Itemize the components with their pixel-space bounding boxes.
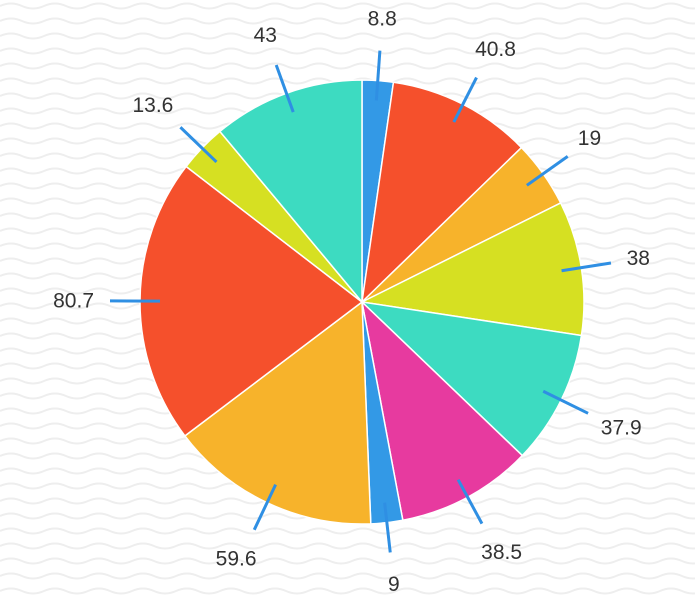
background-wave-line (0, 572, 695, 580)
data-label-2: 19 (578, 127, 601, 150)
data-label-9: 13.6 (132, 94, 173, 117)
data-label-5: 38.5 (481, 541, 522, 564)
data-labels: 8.8 40.8 19 38 37.9 38.5 9 59.6 80.7 13.6 43 (53, 8, 650, 596)
background-wave-line (0, 587, 695, 595)
leader-line-2 (526, 155, 569, 187)
data-label-7: 59.6 (216, 548, 257, 571)
pie-slices (139, 79, 585, 525)
background-wave-line (0, 32, 695, 40)
leader-line-6 (383, 502, 392, 553)
background-wave-line (0, 527, 695, 535)
leader-line-4 (542, 389, 589, 415)
leader-line-1 (452, 76, 478, 123)
background-wave-line (0, 62, 695, 70)
data-label-0: 8.8 (368, 8, 397, 31)
background-wave-line (0, 557, 695, 565)
data-label-6: 9 (388, 573, 400, 596)
leader-line-0 (374, 50, 382, 101)
data-label-4: 37.9 (601, 416, 642, 439)
leader-line-5 (456, 478, 484, 525)
background-wave-line (0, 542, 695, 550)
leader-line-9 (179, 126, 218, 164)
background-wave-line (0, 2, 695, 10)
background-wave-line (0, 17, 695, 25)
background-wave-line (0, 47, 695, 55)
leader-line-7 (252, 483, 277, 531)
leader-line-10 (274, 64, 295, 113)
leader-lines (109, 50, 612, 553)
data-label-3: 38 (627, 247, 650, 270)
data-label-8: 80.7 (53, 290, 94, 313)
leader-line-3 (561, 261, 612, 273)
data-label-1: 40.8 (475, 38, 516, 61)
data-label-10: 43 (254, 24, 277, 47)
